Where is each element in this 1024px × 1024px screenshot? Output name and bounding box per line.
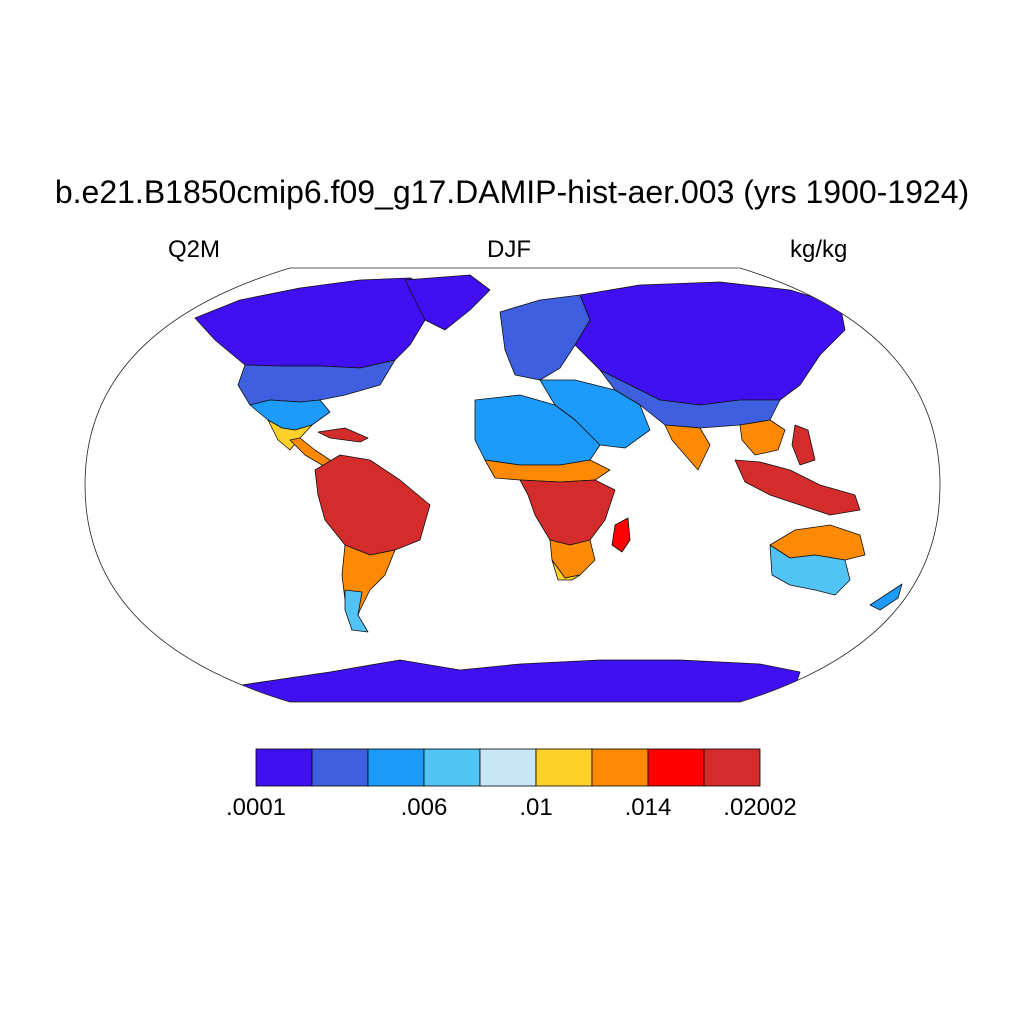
map-title: b.e21.B1850cmip6.f09_g17.DAMIP-hist-aer.…	[54, 174, 970, 210]
colorbar-tick-label: .006	[400, 794, 448, 821]
south-america-tip	[344, 589, 369, 633]
colorbar-swatch	[479, 748, 537, 787]
north-america-mid	[237, 359, 396, 406]
colorbar-swatch	[535, 748, 593, 787]
colorbar-swatch	[423, 748, 481, 787]
africa-central	[519, 479, 616, 546]
caribbean	[317, 427, 369, 443]
south-america-tropics	[314, 454, 431, 556]
africa-tip	[551, 559, 581, 581]
north-america-south	[249, 399, 331, 431]
units-label: kg/kg	[790, 236, 848, 263]
colorbar-swatch	[255, 748, 313, 787]
philippines	[791, 424, 816, 466]
colorbar-tick-label: .0001	[225, 794, 287, 821]
colorbar	[255, 748, 761, 787]
colorbar-tick-label: .014	[624, 794, 672, 821]
europe	[499, 294, 591, 381]
southeast-asia	[739, 419, 786, 456]
indonesia	[734, 459, 861, 516]
colorbar-tick-label: .02002	[723, 794, 797, 821]
season-label: DJF	[487, 236, 531, 263]
africa-sahel	[484, 459, 611, 483]
colorbar-swatch	[367, 748, 425, 787]
india	[664, 424, 711, 471]
australia-south	[769, 544, 851, 596]
mexico	[267, 419, 313, 451]
madagascar	[611, 517, 631, 553]
globe-outline	[84, 267, 941, 703]
colorbar-swatch	[703, 748, 761, 787]
colorbar-swatch	[591, 748, 649, 787]
colorbar-swatch	[311, 748, 369, 787]
colorbar-tick-label: .01	[519, 794, 553, 821]
variable-label: Q2M	[168, 236, 221, 263]
colorbar-swatch	[647, 748, 705, 787]
north-america-arctic	[194, 277, 441, 369]
greenland	[404, 274, 491, 331]
new-zealand	[869, 583, 903, 611]
antarctica	[234, 659, 801, 702]
